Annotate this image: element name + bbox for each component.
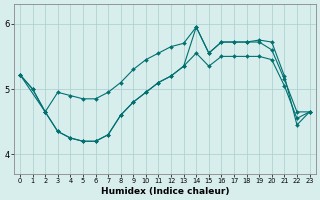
X-axis label: Humidex (Indice chaleur): Humidex (Indice chaleur) (100, 187, 229, 196)
